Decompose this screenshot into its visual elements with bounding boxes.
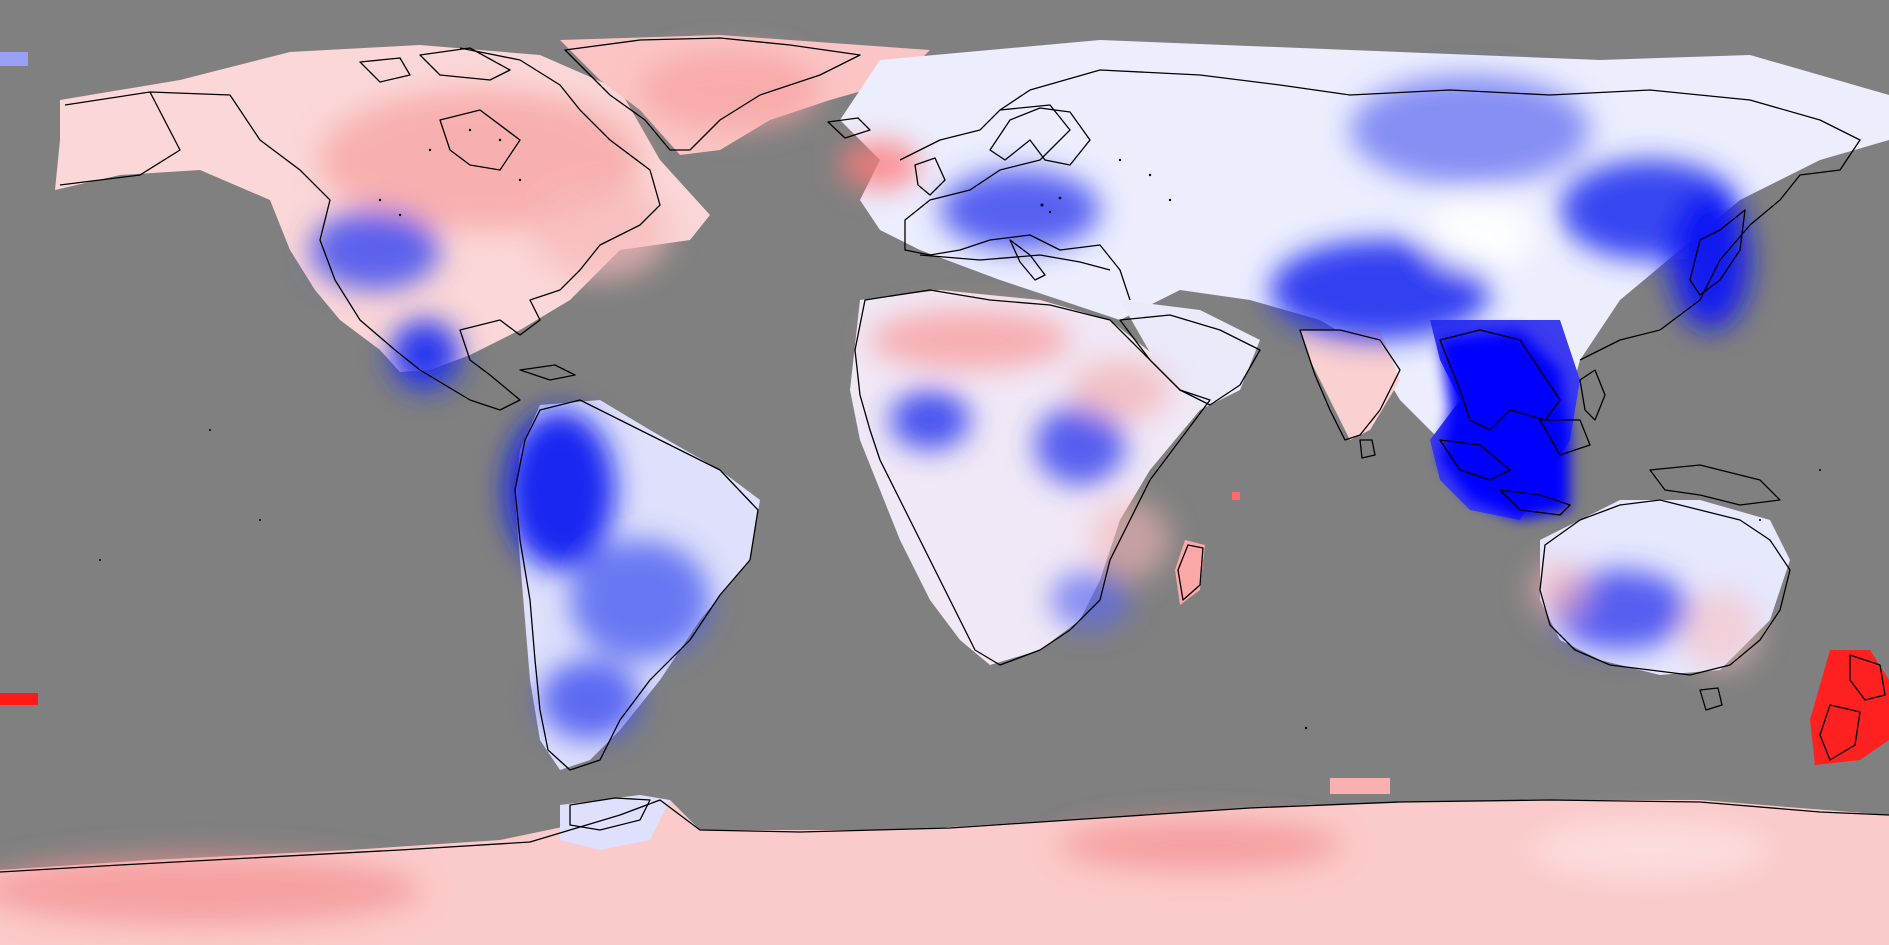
west-pacific-cold-patch	[0, 52, 28, 66]
mauritius-warm-patch	[1232, 492, 1240, 500]
new-zealand-landmass	[1810, 650, 1889, 765]
arabia-landmass	[1120, 300, 1260, 410]
indonesia-cold-patch	[1440, 330, 1570, 520]
india-landmass	[1300, 330, 1400, 440]
south-pacific-warm-patch	[0, 693, 38, 705]
east-pacific-warm-patch	[1330, 778, 1390, 794]
antarctic-peninsula	[560, 795, 670, 850]
anomaly-field	[0, 50, 1770, 925]
madagascar-landmass	[1175, 540, 1205, 605]
small-features	[99, 128, 1821, 730]
coastlines	[0, 37, 1889, 873]
antarctica-landmass	[0, 800, 1889, 945]
